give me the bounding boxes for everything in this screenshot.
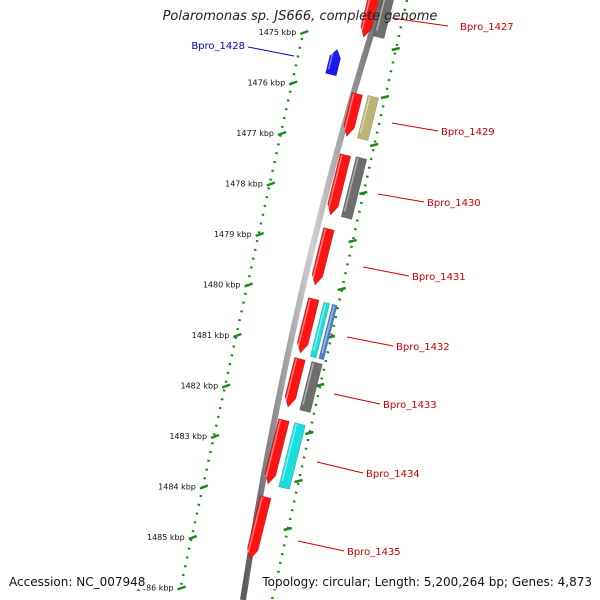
label-leader-line [346,336,394,347]
gene-labels: Bpro_1427 Bpro_1428 Bpro_1429 Bpro_1430 Bpro… [191,17,514,558]
accession-text: Accession: NC_007948 [9,575,148,589]
gene-highlight [321,305,335,354]
scale-tick [221,383,231,389]
gene-label: Bpro_1428 [191,41,245,52]
outer-scale-tick [359,190,368,196]
label-leader-line [247,46,295,57]
scale-ring: 1475 kbp 1476 kbp 1477 kbp 1478 kbp 1479 kbp… [136,0,409,600]
label-leader-line [316,461,364,474]
gene-arrow [327,153,352,216]
outer-scale-tick [391,46,401,52]
gene-block [299,361,323,413]
label-leader-line [333,393,381,405]
label-leader-line [297,540,345,552]
inner-scale-line [178,37,304,591]
gene-arrow [284,357,306,408]
scale-tick [266,181,276,187]
scale-tick [177,585,186,591]
gene-arrow [343,91,364,137]
gene-label: Bpro_1427 [460,22,514,33]
scale-tick [277,130,287,137]
scale-label: 1484 kbp [158,483,196,492]
gene-arrow [311,227,335,286]
gene-highlight [302,362,315,405]
outer-scale-tick [283,526,293,532]
gene-arrow [360,0,381,38]
scale-tick [232,332,242,339]
gene-highlight [297,298,311,347]
gene-label: Bpro_1431 [412,272,466,283]
scale-tick [244,282,253,288]
scale-label: 1479 kbp [214,230,252,239]
gene-highlight [343,157,359,212]
scale-label: 1486 kbp [136,584,174,593]
gene-block [356,94,380,142]
outer-scale-tick [369,142,379,148]
scale-tick [199,484,209,490]
gene-highlight [376,0,387,31]
gene-highlight [327,49,335,70]
gene-label: Bpro_1429 [441,127,495,138]
gene-highlight [247,496,263,553]
scale-label: 1480 kbp [203,281,241,290]
scale-label: 1476 kbp [247,79,285,88]
gene-label: Bpro_1433 [383,400,437,411]
outer-scale-tick [348,238,357,244]
scale-tick [188,534,198,541]
gene-block [372,0,396,40]
topology-text: Topology: circular; Length: 5,200,264 bp… [262,575,592,589]
scale-label: 1477 kbp [236,129,274,138]
gene-block [340,156,368,220]
outer-scale-tick [380,94,390,100]
gene-highlight [312,303,327,352]
gene-label: Bpro_1435 [347,547,401,558]
gene-label: Bpro_1430 [427,198,481,209]
gene-highlight [360,96,371,133]
gene-highlight [361,0,372,31]
gene-highlight [344,93,355,130]
gene-arrow [325,48,341,77]
gene-arrow [264,418,290,485]
gene-highlight [281,423,298,482]
gene-label: Bpro_1432 [396,342,450,353]
label-leader-line [391,122,439,132]
scale-label: 1475 kbp [259,28,297,37]
map-title: Polaromonas sp. JS666, complete genome [162,9,438,24]
scale-tick [255,231,265,238]
gene-arrow [296,297,320,354]
gene-label: Bpro_1434 [366,469,420,480]
scale-label: 1478 kbp [225,180,263,189]
gene-highlight [327,154,343,209]
gene-arrow [247,495,272,560]
label-leader-line [391,17,449,27]
scale-label: 1481 kbp [192,331,230,340]
scale-tick [299,29,309,36]
label-leader-line [362,266,410,277]
gene-block [309,301,331,359]
outer-scale-tick [337,286,347,292]
scale-tick [288,80,298,86]
gene-block [318,303,338,361]
scale-label: 1482 kbp [180,382,218,391]
outer-scale-line [270,0,409,600]
gene-highlight [312,228,327,279]
scale-tick [210,433,220,440]
gene-features [247,0,396,560]
outer-scale-tick [315,382,325,388]
outer-scale-tick [294,478,303,484]
gene-highlight [285,358,298,401]
gene-block [278,422,306,490]
outer-scale-tick [305,430,314,436]
scale-label: 1485 kbp [147,533,185,542]
label-leader-line [377,193,425,203]
scale-label: 1483 kbp [169,432,207,441]
gene-highlight [265,419,282,478]
